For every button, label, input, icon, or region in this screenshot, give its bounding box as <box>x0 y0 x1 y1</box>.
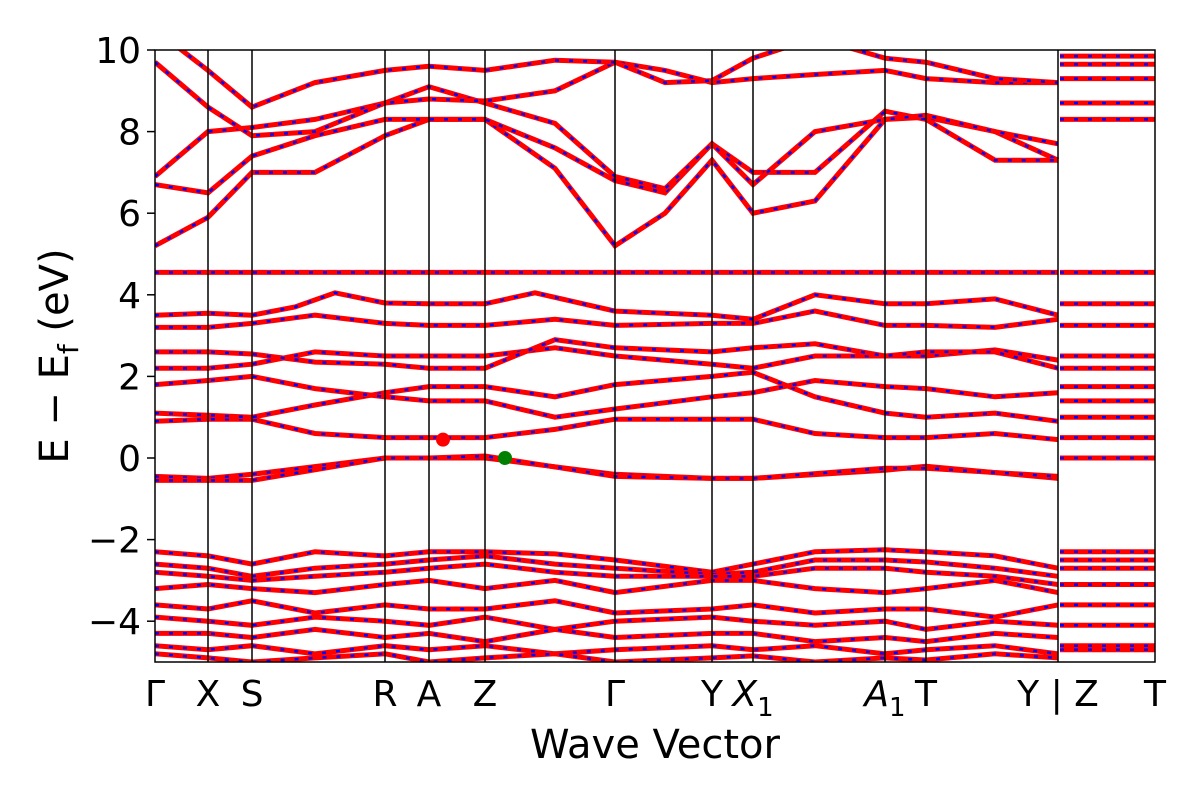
valence-band-0-blue <box>155 548 1059 574</box>
band-8-red <box>155 290 1059 322</box>
band-4-blue <box>155 375 1059 419</box>
y-tick-label-5: 0 <box>118 439 141 480</box>
x-tick-label-12: T <box>1143 674 1167 715</box>
band-13-blue <box>155 60 1058 137</box>
x-tick-label-2: S <box>241 674 264 715</box>
plot-frame <box>154 49 1156 663</box>
valence-band-6-blue <box>155 628 1059 643</box>
x-tick-label-9: A1 <box>862 674 905 723</box>
y-tick-label-0: 10 <box>95 31 141 72</box>
band-7-blue <box>155 309 1059 329</box>
y-axis-title: E − Ef (eV) <box>32 248 85 463</box>
y-tick-label-6: −2 <box>88 521 141 562</box>
y-axis-ticks: 10 8 6 4 2 0 −2 −4 <box>88 31 155 643</box>
valence-band-4-red <box>155 598 1059 620</box>
band-edge-marker-1 <box>498 451 512 465</box>
x-tick-label-11: Y | Z <box>1016 674 1099 715</box>
valence-band-8-blue <box>155 652 1059 662</box>
valence-band-3-blue <box>155 579 1059 594</box>
valence-band-1-blue <box>155 554 1059 578</box>
x-tick-label-6: Γ <box>605 674 625 715</box>
valence-band-7-blue <box>155 644 1059 656</box>
markers-layer <box>436 432 512 465</box>
y-tick-label-2: 6 <box>118 194 141 235</box>
band-3-red <box>155 369 1059 424</box>
valence-band-5-blue <box>155 615 1059 631</box>
band-3-blue <box>155 371 1059 423</box>
y-tick-label-4: 2 <box>118 357 141 398</box>
valence-band-2-blue <box>155 562 1059 586</box>
x-tick-label-3: R <box>372 674 397 715</box>
band-8-blue <box>155 291 1059 321</box>
band-10-red <box>155 114 1060 250</box>
x-tick-label-1: X <box>196 674 221 715</box>
band-10-blue <box>155 116 1059 248</box>
valence-band-3-red <box>155 577 1059 596</box>
kpoint-lines <box>207 50 1059 662</box>
y-tick-label-1: 8 <box>118 113 141 154</box>
band-edge-marker-0 <box>436 432 450 447</box>
x-axis-title: Wave Vector <box>530 722 781 768</box>
x-tick-label-8: X1 <box>730 674 773 723</box>
x-tick-label-0: Γ <box>145 674 165 715</box>
bands-layer <box>155 50 1155 662</box>
y-tick-label-7: −4 <box>88 602 141 643</box>
x-tick-label-5: Z <box>473 674 498 715</box>
band-1-red <box>155 453 1059 483</box>
band-2-blue <box>155 417 1059 441</box>
x-tick-label-7: Y <box>700 674 724 715</box>
x-tick-label-10: T <box>914 674 938 715</box>
x-tick-label-4: A <box>417 674 442 715</box>
band-6-blue <box>155 338 1059 370</box>
y-tick-label-3: 4 <box>118 276 141 317</box>
